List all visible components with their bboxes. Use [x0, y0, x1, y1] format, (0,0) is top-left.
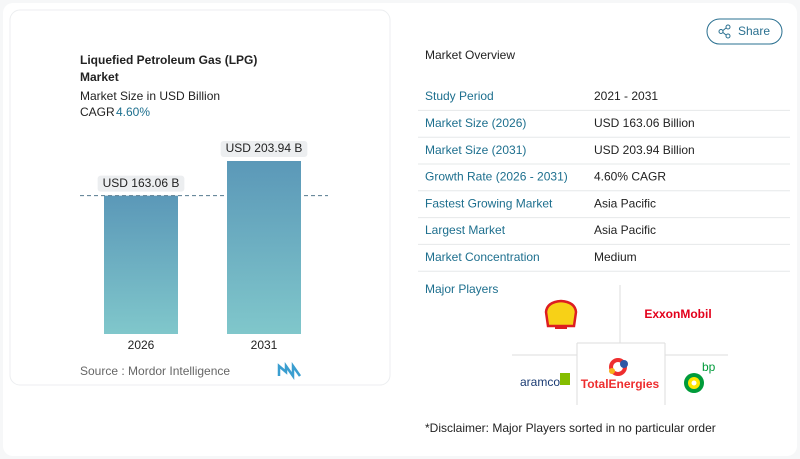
aramco-icon — [560, 373, 570, 385]
value-label-box — [220, 141, 308, 157]
row-value: USD 203.94 Billion — [594, 143, 695, 157]
value-label: USD 203.94 B — [226, 141, 303, 155]
chart-subtitle: Market Size in USD Billion — [80, 89, 220, 103]
shell-logo — [544, 299, 578, 329]
totalenergies-icon — [609, 358, 628, 376]
share-icon — [718, 24, 731, 39]
x-tick-label: 2026 — [128, 338, 155, 352]
value-label: USD 163.06 B — [103, 176, 180, 190]
chart-title: Liquefied Petroleum Gas (LPG) — [80, 53, 257, 67]
aramco-logo: aramco — [520, 375, 560, 389]
cagr-label: CAGR — [80, 105, 115, 119]
bar — [104, 195, 178, 334]
value-label-box — [97, 175, 185, 192]
row-label: Growth Rate (2026 - 2031) — [425, 170, 568, 184]
source: Source : Mordor Intelligence — [80, 364, 230, 378]
bar — [227, 161, 301, 334]
row-label: Largest Market — [425, 223, 506, 237]
bp-icon — [684, 373, 704, 393]
chart-title: Market — [80, 70, 119, 84]
row-label: Fastest Growing Market — [425, 196, 553, 210]
share-label[interactable]: Share — [738, 24, 770, 38]
players-title: Major Players — [425, 282, 498, 296]
totalenergies-logo: TotalEnergies — [581, 377, 660, 391]
row-label: Study Period — [425, 89, 494, 103]
row-value: 4.60% CAGR — [594, 170, 666, 184]
exxonmobil-logo: ExxonMobil — [644, 307, 711, 321]
row-value: Asia Pacific — [594, 223, 656, 237]
players-grid — [512, 285, 728, 405]
cagr-value: 4.60% — [116, 105, 150, 119]
row-value: 2021 - 2031 — [594, 89, 658, 103]
row-label: Market Concentration — [425, 250, 540, 264]
bar-chart: USD 163.06 B 2026 USD 203.94 B 2031 — [80, 141, 328, 352]
brand-icon — [277, 362, 302, 380]
row-label: Market Size (2031) — [425, 143, 526, 157]
share-button[interactable] — [706, 18, 783, 45]
row-value: USD 163.06 Billion — [594, 116, 695, 130]
disclaimer: *Disclaimer: Major Players sorted in no … — [425, 421, 716, 435]
overview-title: Market Overview — [425, 48, 515, 62]
row-label: Market Size (2026) — [425, 116, 526, 130]
overview-table: Study Period 2021 - 2031 Market Size (2026… — [418, 89, 790, 272]
row-value: Asia Pacific — [594, 196, 656, 210]
bp-logo: bp — [702, 360, 716, 374]
x-tick-label: 2031 — [251, 338, 278, 352]
row-value: Medium — [594, 250, 637, 264]
